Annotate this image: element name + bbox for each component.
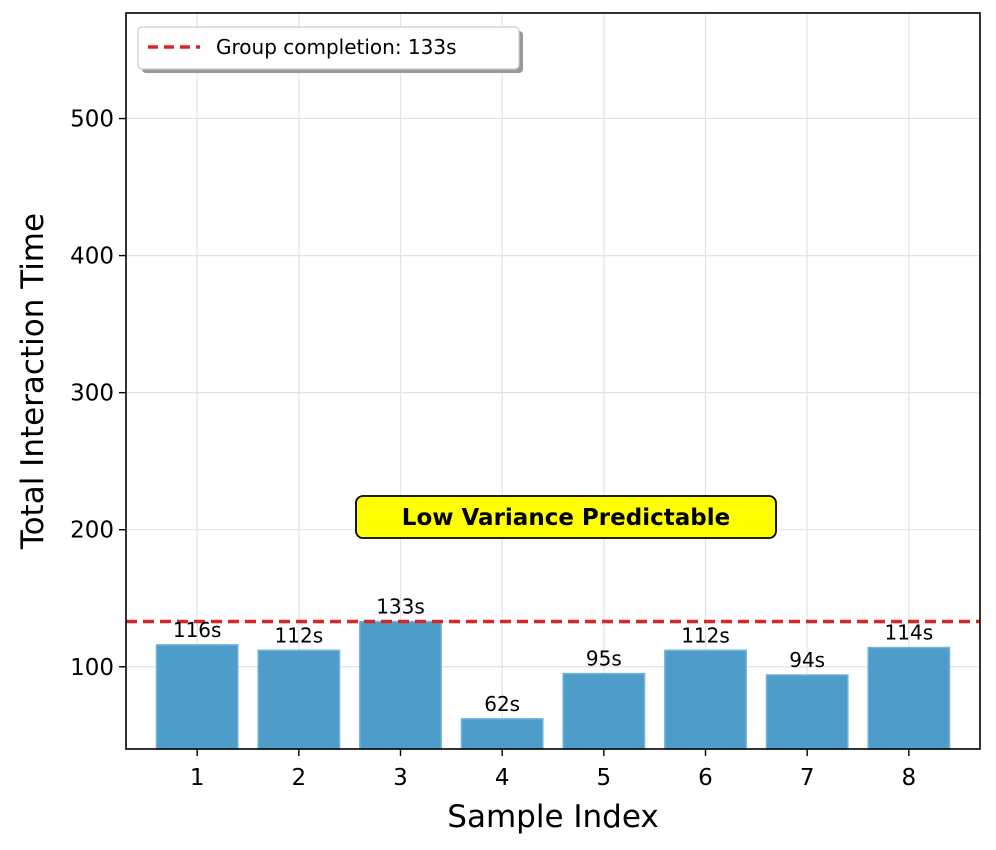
plot-frame	[125, 12, 981, 750]
y-tick-label: 500	[70, 107, 114, 133]
annotation-box: Low Variance Predictable	[355, 495, 777, 539]
y-tick-label: 100	[70, 655, 114, 681]
x-tick-label: 5	[597, 765, 612, 791]
x-tick-label: 3	[393, 765, 408, 791]
bar	[359, 620, 442, 750]
x-tick-label: 8	[902, 765, 917, 791]
legend-box	[137, 26, 520, 70]
bar	[257, 649, 341, 750]
bars	[155, 620, 951, 750]
x-tick-label: 2	[292, 765, 307, 791]
x-tick-label: 4	[495, 765, 510, 791]
x-tick-label: 6	[698, 765, 713, 791]
y-tick-label: 200	[70, 518, 114, 544]
data-labels: 116s 112s 133s 62s 95s 112s 94s 114s	[173, 595, 933, 716]
annotation-text: Low Variance Predictable	[402, 505, 730, 531]
data-label: 116s	[173, 618, 222, 642]
bar	[460, 718, 544, 750]
legend: Group completion: 133s	[137, 26, 523, 73]
bar	[867, 646, 951, 750]
y-axis-label: Total Interaction Time	[15, 213, 51, 550]
data-label: 95s	[586, 647, 622, 671]
x-tick-label: 7	[800, 765, 815, 791]
data-label: 112s	[681, 623, 730, 647]
bar	[155, 644, 239, 750]
data-label: 114s	[885, 621, 934, 645]
data-label: 112s	[275, 623, 324, 647]
bar	[562, 672, 646, 750]
bar	[664, 649, 747, 750]
x-tick-label: 1	[190, 765, 205, 791]
y-tick-label: 300	[70, 381, 114, 407]
data-label: 133s	[376, 595, 425, 619]
y-tick-label: 400	[70, 244, 114, 270]
data-label: 94s	[789, 648, 825, 672]
bar	[765, 674, 849, 750]
x-axis-label: Sample Index	[447, 799, 658, 835]
data-label: 62s	[484, 692, 520, 716]
legend-label: Group completion: 133s	[216, 35, 457, 59]
grid-lines	[126, 13, 980, 749]
annotation-background	[355, 495, 777, 539]
tick-marks: 100 200 300 400 500 1 2 3 4 5 6 7 8	[70, 107, 916, 791]
